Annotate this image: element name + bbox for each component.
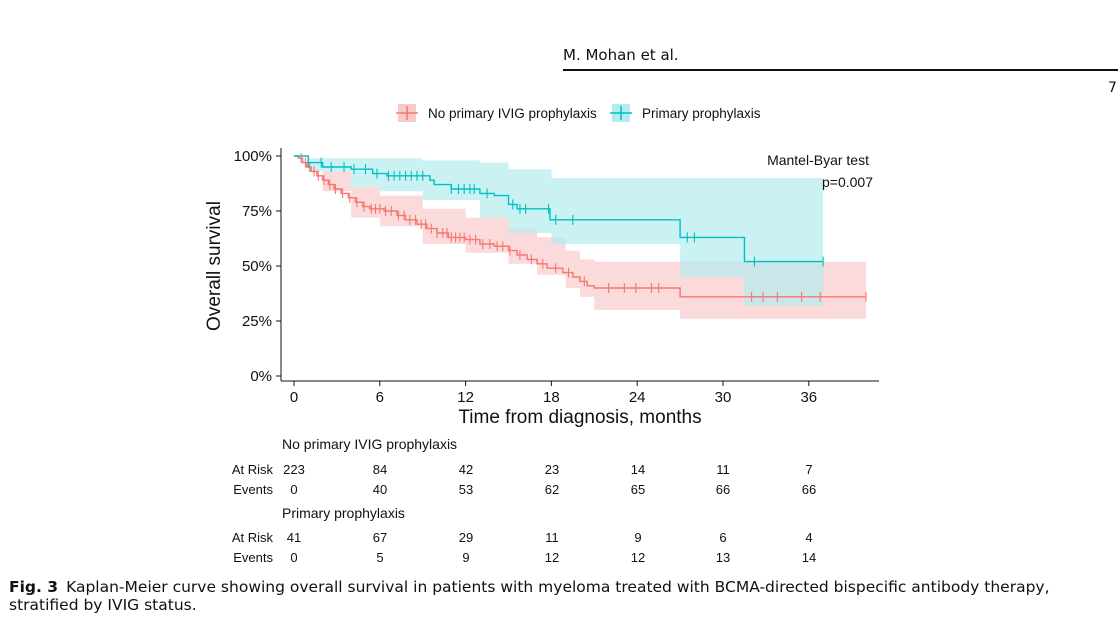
risk-table-cell: 5 xyxy=(376,550,384,565)
risk-table-cell: 42 xyxy=(458,462,474,477)
x-axis-label: Time from diagnosis, months xyxy=(458,407,701,428)
y-axis-label: Overall survival xyxy=(204,201,225,331)
header-rule xyxy=(563,69,1118,71)
legend xyxy=(396,104,632,122)
risk-table-cell: 0 xyxy=(290,550,298,565)
caption-text: Kaplan-Meier curve showing overall survi… xyxy=(9,578,1050,614)
y-tick-label: 75% xyxy=(242,203,272,220)
risk-table-cell: 6 xyxy=(719,530,727,545)
figure-caption: Fig. 3 Kaplan-Meier curve showing overall… xyxy=(9,578,1109,614)
risk-table-cell: 14 xyxy=(801,550,817,565)
x-tick-label: 0 xyxy=(290,389,298,406)
x-tick-label: 24 xyxy=(629,389,646,406)
risk-table-cell: 0 xyxy=(290,482,298,497)
risk-table-cell: 65 xyxy=(630,482,646,497)
risk-table-cell: 7 xyxy=(805,462,813,477)
page-number: 7 xyxy=(1108,80,1117,96)
km-chart: No primary IVIG prophylaxis Primary proph… xyxy=(204,104,879,428)
confidence-band xyxy=(294,156,824,306)
risk-table-cell: 12 xyxy=(544,550,560,565)
y-tick-label: 25% xyxy=(242,313,272,330)
risk-table-cell: 67 xyxy=(372,530,388,545)
risk-table-cell: 41 xyxy=(286,530,302,545)
risk-row-label: Events xyxy=(233,550,273,565)
risk-table-cell: 9 xyxy=(634,530,642,545)
risk-table-cell: 14 xyxy=(630,462,646,477)
running-head: M. Mohan et al. xyxy=(563,46,679,64)
risk-table-cell: 4 xyxy=(805,530,813,545)
risk-group-title: Primary prophylaxis xyxy=(282,505,405,521)
risk-table-cell: 223 xyxy=(283,462,305,477)
risk-table-cell: 66 xyxy=(801,482,817,497)
risk-table-cell: 23 xyxy=(544,462,560,477)
risk-table-cell: 53 xyxy=(458,482,474,497)
x-tick-label: 12 xyxy=(457,389,474,406)
x-tick-label: 6 xyxy=(376,389,384,406)
legend-label: Primary prophylaxis xyxy=(642,106,761,121)
risk-row-label: At Risk xyxy=(231,462,273,477)
risk-row-label: At Risk xyxy=(231,530,273,545)
y-tick-label: 50% xyxy=(242,258,272,275)
x-tick-label: 18 xyxy=(543,389,560,406)
x-tick-label: 36 xyxy=(800,389,817,406)
risk-table-cell: 11 xyxy=(545,530,559,545)
risk-table-cell: 12 xyxy=(630,550,646,565)
risk-table-cell: 29 xyxy=(458,530,474,545)
risk-table-cell: 40 xyxy=(372,482,388,497)
x-tick-label: 30 xyxy=(715,389,732,406)
risk-table-cell: 13 xyxy=(715,550,731,565)
legend-label: No primary IVIG prophylaxis xyxy=(428,106,597,121)
risk-table-cell: 11 xyxy=(716,462,730,477)
annotation-p-value: p=0.007 xyxy=(822,174,873,190)
risk-table-cell: 62 xyxy=(544,482,560,497)
y-tick-label: 100% xyxy=(234,148,272,165)
risk-table-cell: 66 xyxy=(715,482,731,497)
risk-table-cell: 84 xyxy=(372,462,388,477)
risk-group-title: No primary IVIG prophylaxis xyxy=(282,436,458,452)
survival-curve xyxy=(294,155,866,298)
figure-label: Fig. 3 xyxy=(9,578,59,596)
confidence-band xyxy=(294,156,866,319)
risk-table-cell: 9 xyxy=(462,550,470,565)
y-tick-label: 0% xyxy=(250,368,272,385)
annotation-test-name: Mantel-Byar test xyxy=(767,152,869,168)
risk-row-label: Events xyxy=(233,482,273,497)
